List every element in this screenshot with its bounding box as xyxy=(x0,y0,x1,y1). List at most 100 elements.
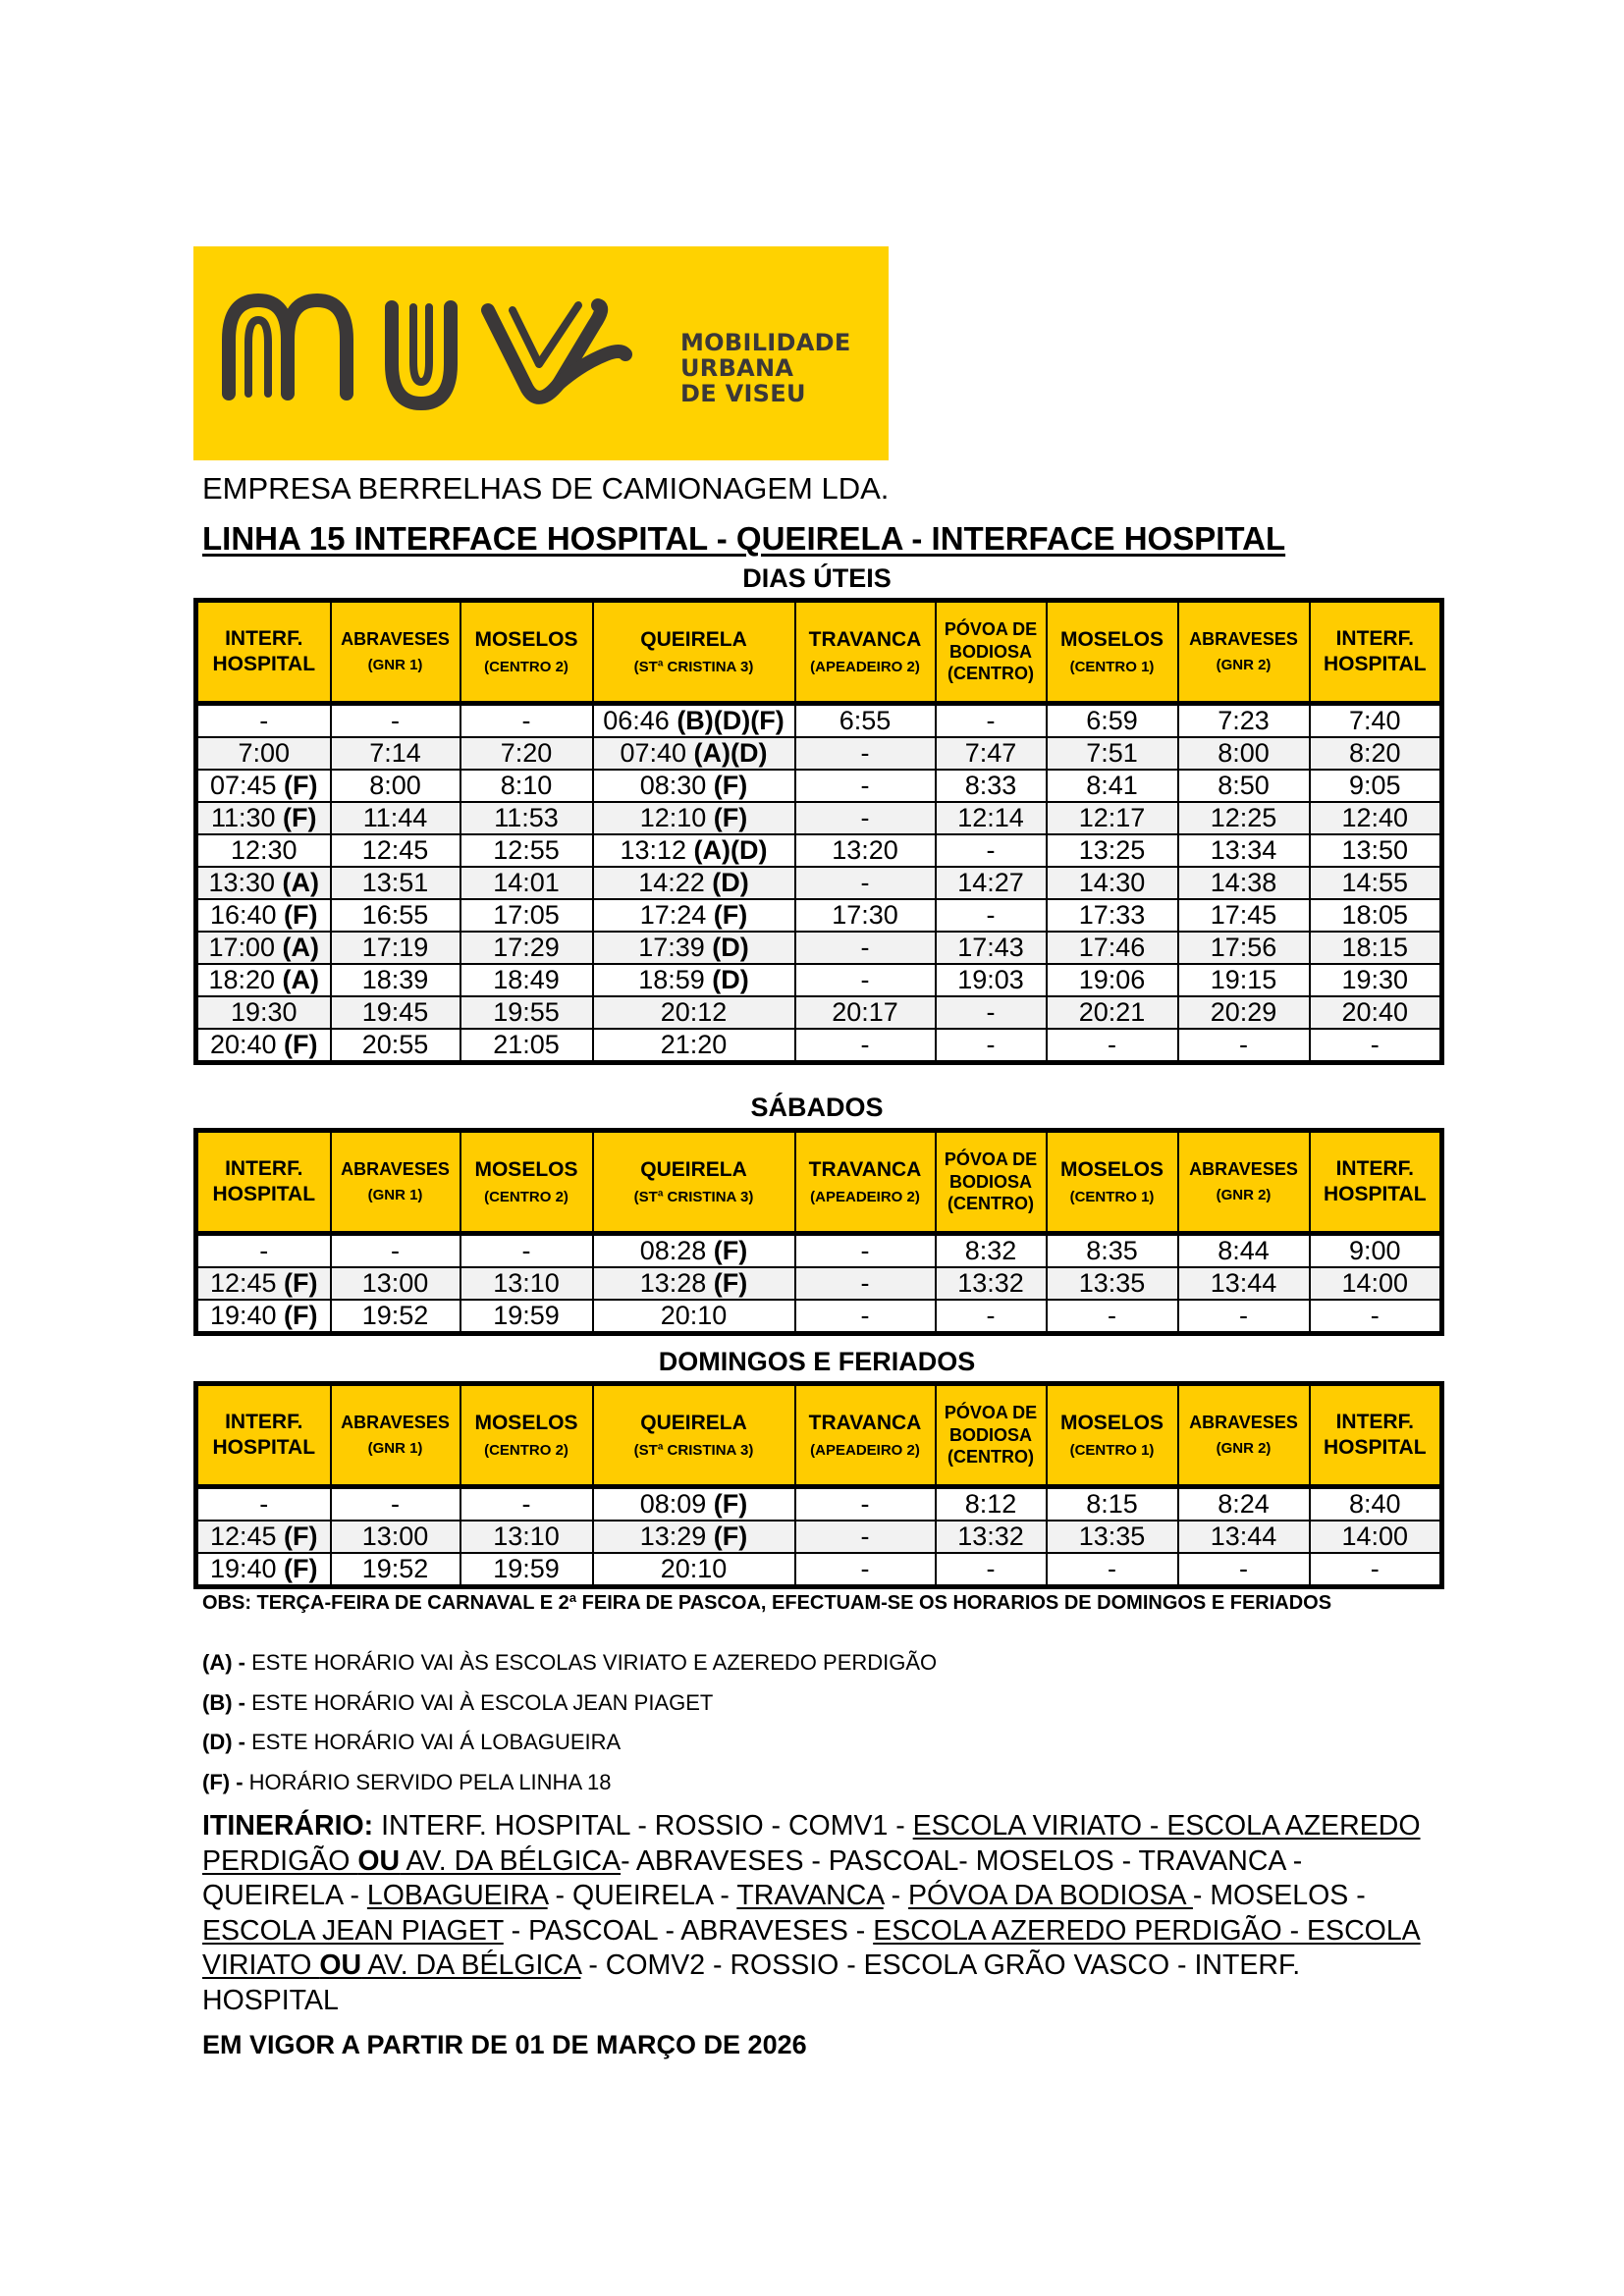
table-row: 7:00 7:14 7:20 07:40 (A)(D) -7:47 7:51 8:00 8:2… xyxy=(194,736,1443,771)
table-row: - - -06:46 (B)(D)(F) 6:55-6:59 7:23 7:40 xyxy=(194,702,1443,738)
note-refs: (F) xyxy=(713,1268,748,1298)
note-refs: (B)(D)(F) xyxy=(677,706,785,735)
time-cell: 13:32 xyxy=(934,1266,1048,1301)
time-cell: 13:35 xyxy=(1045,1266,1179,1301)
time-cell: 20:40 (F) xyxy=(194,1028,332,1064)
time-cell: 16:55 xyxy=(329,898,461,933)
column-header: ABRAVESES (GNR 1) xyxy=(329,1129,461,1236)
time-cell: - xyxy=(1045,1028,1179,1064)
time-cell: - xyxy=(793,1266,937,1301)
note-refs: (F) xyxy=(713,803,748,832)
time-cell: - xyxy=(934,833,1048,868)
time-cell: - xyxy=(1308,1552,1443,1588)
time-cell: 20:29 xyxy=(1176,995,1311,1030)
itinerary-segment: - PASCOAL - ABRAVESES - xyxy=(503,1914,874,1947)
stop-detail: (CENTRO 1) xyxy=(1069,1441,1155,1459)
time-cell: 7:51 xyxy=(1045,736,1179,771)
time-cell: - xyxy=(793,1552,937,1588)
time: 20:40 xyxy=(209,1030,285,1059)
time: 17:24 xyxy=(639,900,714,930)
column-header: PÓVOA DE BODIOSA (CENTRO) xyxy=(934,1382,1048,1489)
time-cell: - xyxy=(793,866,937,900)
stop-name: MOSELOS xyxy=(1059,1411,1164,1434)
column-header: INTERF. HOSPITAL xyxy=(194,1129,332,1236)
time-cell: 21:20 xyxy=(591,1028,796,1064)
time-cell: 8:50 xyxy=(1176,769,1311,803)
header-row: INTERF. HOSPITAL ABRAVESES (GNR 1) MOSELOS (… xyxy=(194,1382,1443,1489)
stop-name: MOSELOS xyxy=(474,627,578,651)
stop-name: INTERF. HOSPITAL xyxy=(212,626,316,675)
time: 17:39 xyxy=(638,933,713,962)
itinerary-segment: ESCOLA JEAN PIAGET xyxy=(202,1914,504,1947)
time-cell: 13:00 xyxy=(329,1266,461,1301)
time: 14:22 xyxy=(638,868,713,897)
logo-line-3: DE VISEU xyxy=(680,380,806,407)
legend-key: (F) - xyxy=(202,1770,244,1794)
time-cell: - xyxy=(934,1299,1048,1335)
time-cell: 6:55 xyxy=(793,702,937,738)
time-cell: 8:00 xyxy=(1176,736,1311,771)
column-header: MOSELOS (CENTRO 2) xyxy=(459,1129,594,1236)
column-header: TRAVANCA (APEADEIRO 2) xyxy=(793,599,937,706)
time-cell: 13:20 xyxy=(793,833,937,868)
time-cell: 8:10 xyxy=(459,769,594,803)
time-cell: 20:55 xyxy=(329,1028,461,1064)
stop-detail: (CENTRO 1) xyxy=(1069,658,1155,675)
header-row: INTERF. HOSPITAL ABRAVESES (GNR 1) MOSELOS (… xyxy=(194,1129,1443,1236)
stop-detail: (GNR 2) xyxy=(1216,1186,1272,1203)
note-refs: (D) xyxy=(712,868,749,897)
time-cell: 13:10 xyxy=(459,1266,594,1301)
time-cell: 13:35 xyxy=(1045,1520,1179,1554)
itinerary-segment: TRAVANCA xyxy=(736,1880,884,1911)
time-cell: 13:29 (F) xyxy=(591,1520,796,1554)
time-cell: - xyxy=(793,963,937,997)
itinerary-segment: LOBAGUEIRA xyxy=(366,1880,548,1911)
stop-name: ABRAVESES xyxy=(341,629,450,650)
time-cell: 20:17 xyxy=(793,995,937,1030)
column-header: MOSELOS (CENTRO 1) xyxy=(1045,599,1179,706)
page-title: LINHA 15 INTERFACE HOSPITAL - QUEIRELA -… xyxy=(202,520,1286,557)
stop-name: ABRAVESES xyxy=(341,1413,450,1433)
stop-name: INTERF. HOSPITAL xyxy=(1323,1156,1427,1205)
time-cell: 13:32 xyxy=(934,1520,1048,1554)
note-refs: (A)(D) xyxy=(693,835,768,865)
header-row: INTERF. HOSPITAL ABRAVESES (GNR 1) MOSELOS (… xyxy=(194,599,1443,706)
time-cell: - xyxy=(329,1232,461,1268)
time-cell: 13:30 (A) xyxy=(194,866,332,900)
time-cell: 20:10 xyxy=(591,1299,796,1335)
logo-line-1: MOBILIDADE xyxy=(680,329,851,356)
time-cell: - xyxy=(459,1485,594,1522)
stop-detail: (CENTRO 2) xyxy=(484,1188,568,1205)
time: 19:40 xyxy=(209,1554,285,1583)
stop-name: ABRAVESES xyxy=(1189,1159,1298,1180)
time-cell: 11:30 (F) xyxy=(194,801,332,835)
itinerary-segment: - COMV2 - ROSSIO - ESCOLA GRÃO VASCO - I… xyxy=(202,1949,1301,2016)
time-cell: - xyxy=(194,1232,332,1268)
time-cell: 13:25 xyxy=(1045,833,1179,868)
time: 12:10 xyxy=(639,803,714,832)
time-cell: 17:19 xyxy=(329,931,461,965)
table-row: 19:30 19:45 19:55 20:12 20:17-20:21 20:29 20:4… xyxy=(194,995,1443,1030)
legend-note-d: (D) - ESTE HORÁRIO VAI Á LOBAGUEIRA xyxy=(202,1730,621,1755)
time: 12:45 xyxy=(209,1522,285,1551)
time-cell: 13:00 xyxy=(329,1520,461,1554)
time-cell: 20:21 xyxy=(1045,995,1179,1030)
time-cell: 12:55 xyxy=(459,833,594,868)
stop-detail: (GNR 2) xyxy=(1216,1439,1272,1457)
stop-name: QUEIRELA xyxy=(640,1157,747,1181)
time-cell: - xyxy=(1176,1028,1311,1064)
time-cell: 12:45 xyxy=(329,833,461,868)
time-cell: 7:00 xyxy=(194,736,332,771)
stop-detail: (STª CRISTINA 3) xyxy=(633,658,754,675)
note-refs: (F) xyxy=(283,803,317,832)
time-cell: 17:24 (F) xyxy=(591,898,796,933)
time-cell: 17:30 xyxy=(793,898,937,933)
column-header: ABRAVESES (GNR 2) xyxy=(1176,599,1311,706)
time: 18:59 xyxy=(638,965,713,994)
time-cell: 17:00 (A) xyxy=(194,931,332,965)
itinerary-segment: - ABRAVESES - PASCOAL- MOSELOS - TRAVANC… xyxy=(202,1844,1303,1912)
time-cell: 12:17 xyxy=(1045,801,1179,835)
time-cell: 8:00 xyxy=(329,769,461,803)
note-refs: (A) xyxy=(282,868,320,897)
stop-name: INTERF. HOSPITAL xyxy=(1323,1410,1427,1459)
